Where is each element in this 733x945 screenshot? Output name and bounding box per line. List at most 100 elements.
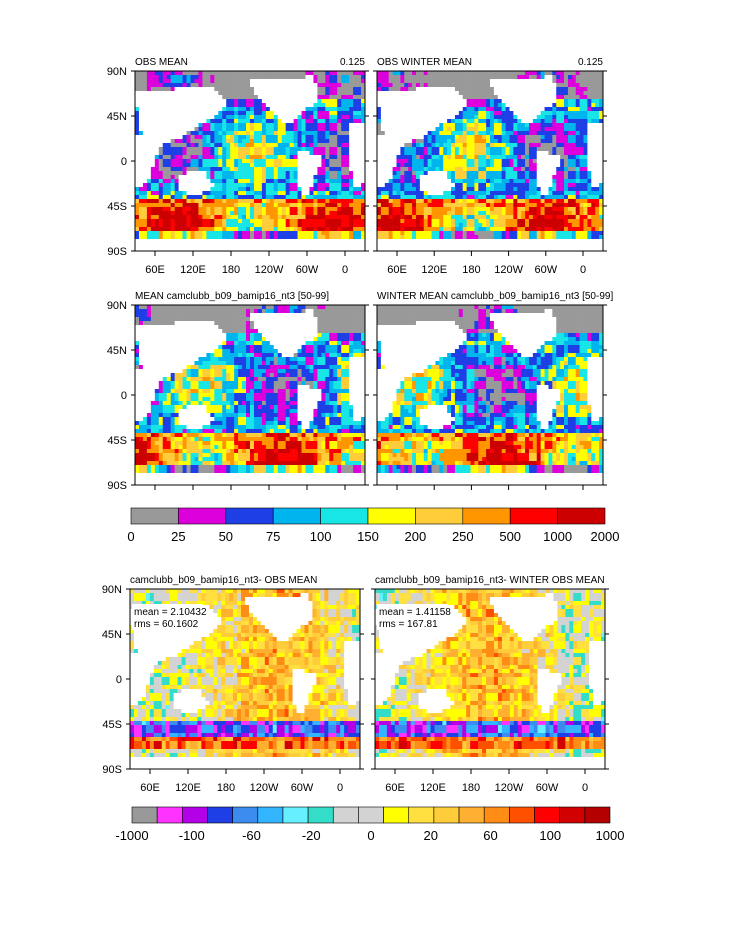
heatmap-cell [517, 107, 522, 112]
heatmap-cell [293, 107, 298, 112]
heatmap-cell [293, 135, 298, 140]
heatmap-cell [150, 87, 156, 92]
heatmap-cell [396, 187, 401, 192]
heatmap-cell [265, 211, 271, 216]
heatmap-cell [532, 127, 538, 132]
heatmap-cell [166, 215, 171, 220]
heatmap-cell [474, 211, 479, 216]
heatmap-cell [540, 103, 545, 108]
heatmap-cell [521, 179, 526, 184]
heatmap-cell [305, 107, 310, 112]
heatmap-cell [202, 123, 207, 128]
heatmap-cell [273, 227, 279, 232]
heatmap-cell [138, 219, 144, 224]
heatmap-cell [337, 195, 342, 200]
heatmap-cell [431, 203, 436, 208]
heatmap-cell [357, 115, 362, 120]
heatmap-cell [329, 107, 334, 112]
heatmap-cell [528, 223, 534, 228]
heatmap-cell [154, 191, 160, 196]
heatmap-cell [174, 235, 179, 240]
heatmap-cell [158, 71, 164, 76]
heatmap-cell [277, 91, 283, 96]
heatmap-cell [396, 163, 401, 168]
heatmap-cell [142, 163, 148, 168]
heatmap-cell [583, 147, 588, 152]
heatmap-cell [146, 123, 152, 128]
heatmap-cell [567, 163, 573, 168]
heatmap-cell [321, 75, 326, 80]
heatmap-cell [333, 71, 338, 76]
heatmap-cell [261, 215, 267, 220]
heatmap-cell [273, 115, 279, 120]
heatmap-cell [238, 115, 243, 120]
heatmap-cell [454, 211, 460, 216]
heatmap-cell [599, 175, 604, 180]
heatmap-cell [544, 179, 549, 184]
heatmap-cell [202, 175, 207, 180]
heatmap-cell [560, 187, 565, 192]
heatmap-cell [281, 187, 286, 192]
heatmap-cell [419, 207, 425, 212]
heatmap-cell [186, 207, 191, 212]
heatmap-cell [230, 199, 235, 204]
heatmap-cell [595, 103, 600, 108]
heatmap-cell [396, 223, 401, 228]
heatmap-cell [505, 227, 510, 232]
heatmap-cell [544, 227, 549, 232]
heatmap-cell [265, 135, 271, 140]
heatmap-cell [466, 183, 471, 188]
heatmap-cell [587, 79, 592, 84]
heatmap-cell [309, 119, 314, 124]
heatmap-cell [230, 191, 235, 196]
heatmap-cell [552, 91, 557, 96]
heatmap-cell [443, 147, 448, 152]
heatmap-cell [595, 107, 600, 112]
heatmap-cell [277, 191, 283, 196]
heatmap-cell [447, 99, 452, 104]
heatmap-cell [517, 167, 522, 172]
heatmap-cell [466, 123, 471, 128]
heatmap-cell [587, 135, 592, 140]
heatmap-cell [587, 99, 592, 104]
heatmap-cell [178, 139, 183, 144]
heatmap-cell [560, 135, 565, 140]
heatmap-cell [482, 199, 487, 204]
heatmap-cell [451, 231, 456, 236]
heatmap-cell [214, 203, 219, 208]
heatmap-cell [285, 187, 290, 192]
heatmap-cell [250, 71, 255, 76]
heatmap-cell [309, 131, 314, 136]
heatmap-cell [466, 107, 471, 112]
heatmap-cell [202, 179, 207, 184]
heatmap-cell [253, 87, 259, 92]
heatmap-cell [146, 147, 152, 152]
heatmap-cell [486, 87, 491, 92]
heatmap-cell [595, 139, 600, 144]
heatmap-cell [309, 231, 314, 236]
heatmap-cell [567, 139, 573, 144]
heatmap-cell [166, 111, 171, 116]
heatmap-cell [162, 135, 168, 140]
heatmap-cell [269, 95, 275, 100]
heatmap-cell [210, 227, 215, 232]
heatmap-cell [321, 179, 326, 184]
heatmap-cell [154, 171, 160, 176]
heatmap-cell [404, 227, 409, 232]
heatmap-cell [261, 123, 267, 128]
heatmap-cell [384, 183, 389, 188]
heatmap-cell [269, 179, 275, 184]
heatmap-cell [556, 99, 561, 104]
heatmap-cell [458, 215, 464, 220]
heatmap-cell [182, 147, 187, 152]
heatmap-cell [579, 211, 584, 216]
heatmap-cell [462, 135, 467, 140]
heatmap-cell [384, 163, 389, 168]
heatmap-cell [242, 83, 247, 88]
heatmap-cell [214, 231, 219, 236]
heatmap-cell [190, 179, 195, 184]
heatmap-cell [431, 151, 436, 156]
heatmap-cell [321, 107, 326, 112]
heatmap-cell [427, 207, 432, 212]
heatmap-cell [317, 159, 322, 164]
